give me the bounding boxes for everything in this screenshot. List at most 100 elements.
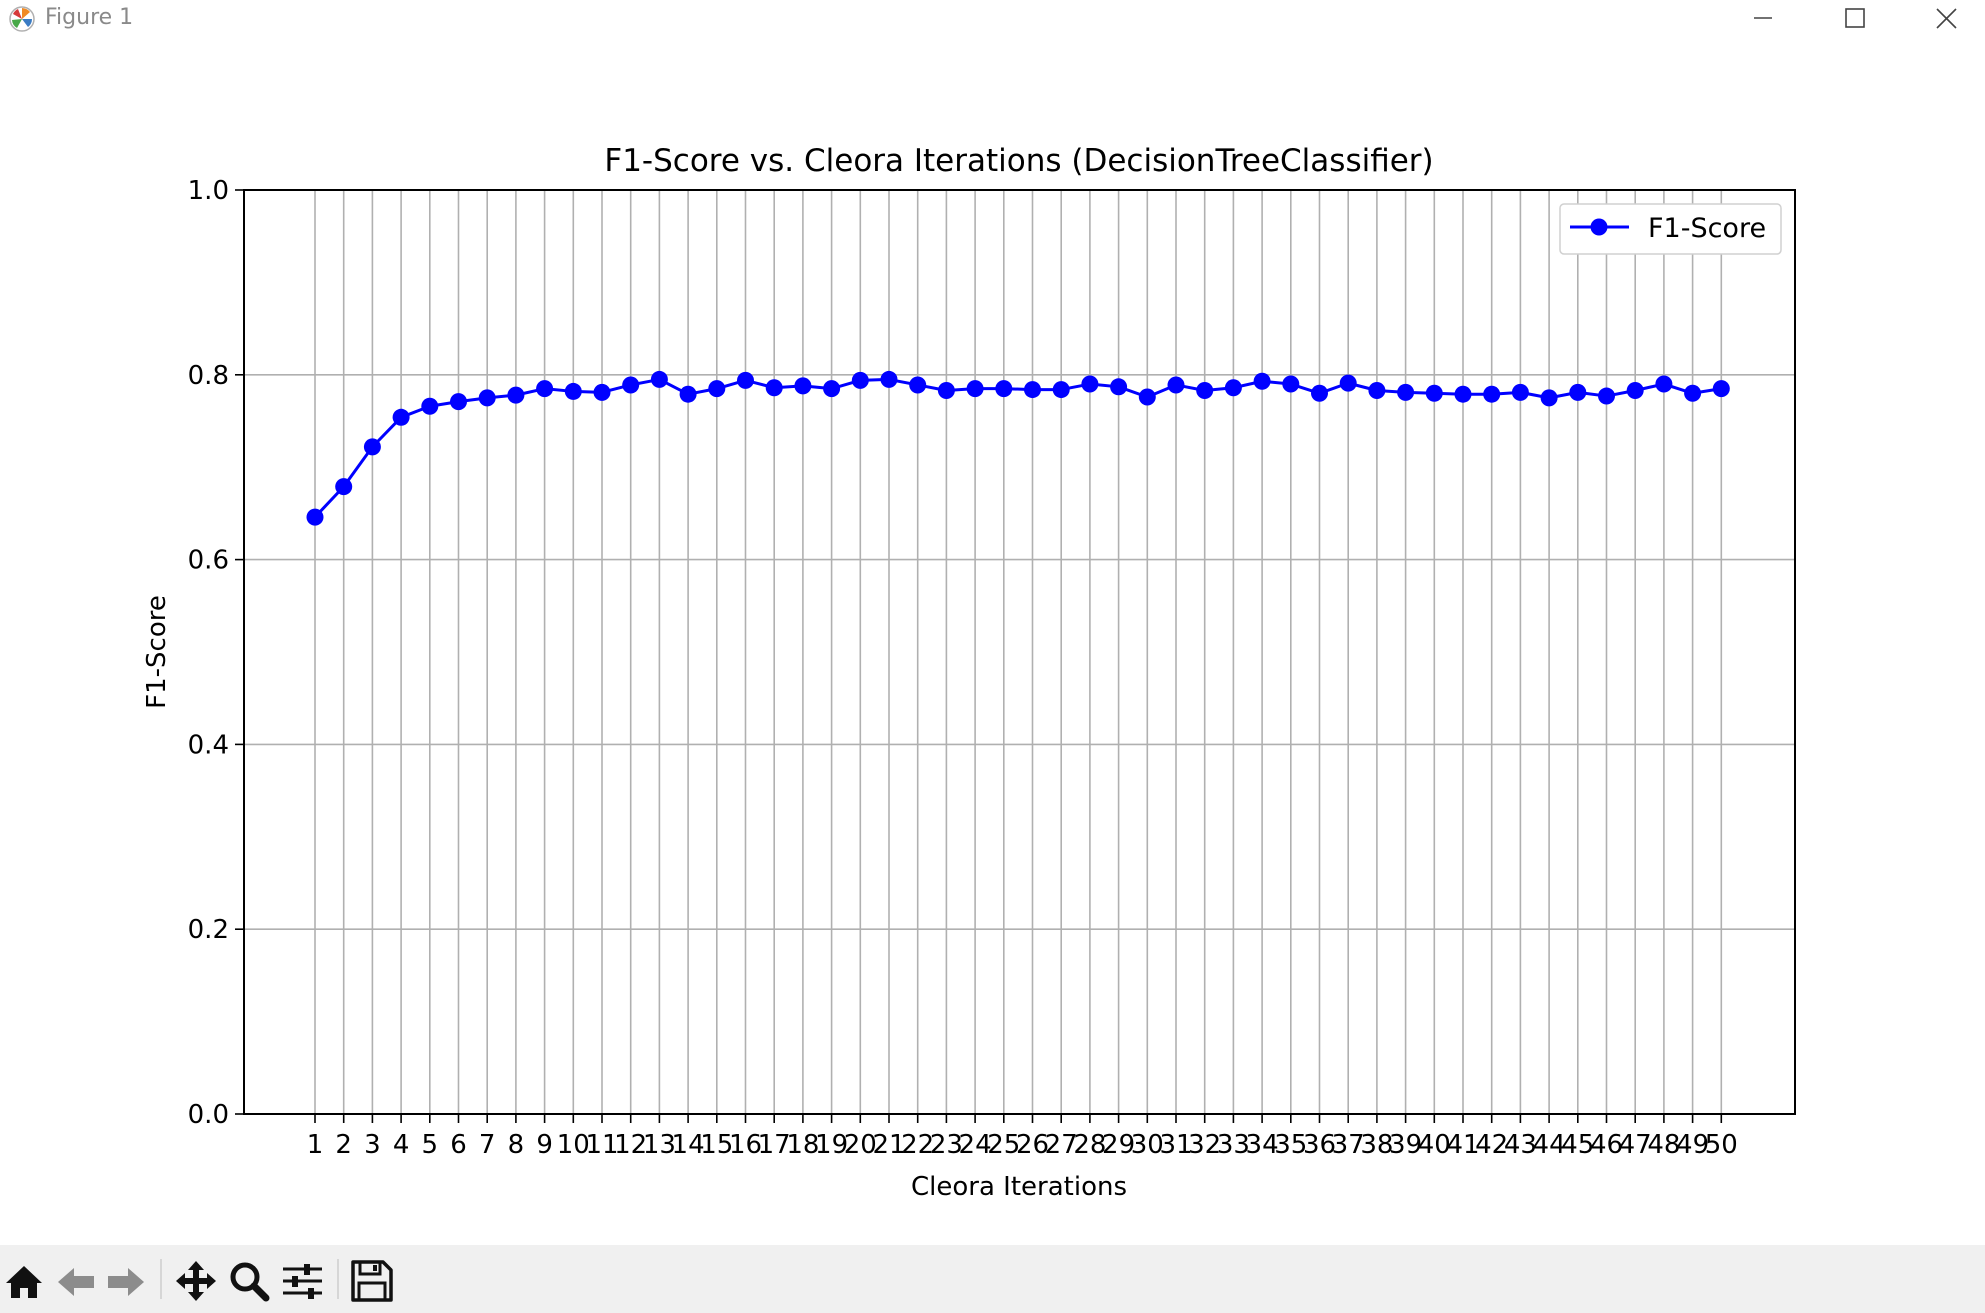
save-button[interactable]: [349, 1259, 395, 1303]
axes-frame: [243, 189, 1796, 1115]
x-tick-label: 2: [335, 1130, 352, 1160]
legend-point-marker: [1590, 218, 1608, 236]
x-tick-label: 34: [1246, 1130, 1279, 1160]
data-point: [1024, 381, 1041, 399]
x-tick-label: 8: [508, 1130, 525, 1160]
x-tick-label: 7: [479, 1130, 496, 1160]
data-point: [363, 438, 381, 456]
data-point: [765, 379, 783, 397]
data-point: [306, 508, 324, 526]
home-button[interactable]: [2, 1259, 48, 1303]
data-point: [1224, 379, 1242, 397]
data-point: [564, 382, 582, 400]
data-point: [966, 380, 984, 398]
x-tick-label: 22: [901, 1130, 934, 1160]
x-tick-label: 33: [1217, 1130, 1250, 1160]
data-point: [1311, 384, 1328, 402]
data-point: [1684, 384, 1702, 402]
x-axis-label: Cleora Iterations: [911, 1172, 1127, 1202]
x-tick-label: 42: [1475, 1130, 1508, 1160]
data-point: [880, 370, 898, 388]
y-axis-label: F1-Score: [142, 595, 172, 709]
x-tick-label: 45: [1561, 1130, 1594, 1160]
data-point: [1167, 376, 1185, 394]
data-point: [1282, 375, 1300, 393]
grid-lines: [244, 190, 1795, 1114]
maximize-icon: [1845, 8, 1865, 28]
y-tick-label: 0.6: [188, 546, 229, 576]
data-point: [1397, 383, 1415, 401]
x-tick-label: 47: [1619, 1130, 1652, 1160]
data-point: [1655, 375, 1673, 393]
x-tick-label: 9: [536, 1130, 553, 1160]
arrow-left-icon: [58, 1268, 94, 1296]
data-point: [1454, 385, 1472, 403]
x-axis: 1 2 3 4 5 6 7 8 9 1011121314151617181920212223242…: [307, 1114, 1738, 1160]
x-tick-label: 19: [815, 1130, 848, 1160]
x-tick-label: 17: [758, 1130, 791, 1160]
maximize-button[interactable]: [1820, 0, 1890, 38]
data-point: [1598, 387, 1615, 405]
pan-button[interactable]: [173, 1259, 219, 1303]
minimize-icon: [1754, 17, 1772, 19]
data-point: [1540, 389, 1558, 407]
x-tick-label: 39: [1389, 1130, 1422, 1160]
data-point: [421, 397, 439, 415]
y-tick-label: 0.4: [188, 730, 229, 760]
y-axis: 0.0 0.2 0.4 0.6 0.8 1.0: [188, 176, 244, 1130]
back-button[interactable]: [54, 1259, 100, 1303]
figure-canvas[interactable]: F1-Score vs. Cleora Iterations (Decision…: [0, 38, 1985, 1245]
data-point: [536, 380, 554, 398]
x-tick-label: 26: [1016, 1130, 1049, 1160]
data-point: [1569, 383, 1587, 401]
x-tick-label: 3: [364, 1130, 381, 1160]
data-point: [1110, 378, 1128, 396]
chart-title: F1-Score vs. Cleora Iterations (Decision…: [604, 143, 1433, 179]
x-tick-label: 1: [307, 1130, 324, 1160]
minimize-button[interactable]: [1729, 0, 1799, 38]
x-tick-label: 29: [1102, 1130, 1135, 1160]
x-tick-label: 48: [1647, 1130, 1680, 1160]
y-tick-label: 0.2: [188, 915, 229, 945]
x-tick-label: 44: [1533, 1130, 1566, 1160]
save-icon: [351, 1260, 393, 1302]
x-tick-label: 24: [959, 1130, 992, 1160]
data-point: [909, 376, 927, 394]
data-point: [1138, 388, 1156, 406]
x-tick-label: 50: [1705, 1130, 1738, 1160]
data-point: [650, 370, 668, 388]
data-point: [708, 380, 726, 398]
x-tick-label: 49: [1676, 1130, 1709, 1160]
x-tick-label: 20: [844, 1130, 877, 1160]
x-tick-label: 21: [872, 1130, 905, 1160]
forward-button[interactable]: [102, 1259, 148, 1303]
x-tick-label: 12: [614, 1130, 647, 1160]
x-tick-label: 38: [1360, 1130, 1393, 1160]
window-titlebar: Figure 1: [0, 0, 1985, 38]
data-point: [593, 383, 611, 401]
zoom-button[interactable]: [226, 1259, 272, 1303]
x-tick-label: 6: [450, 1130, 467, 1160]
x-tick-label: 41: [1446, 1130, 1479, 1160]
x-tick-label: 13: [643, 1130, 676, 1160]
navigation-toolbar: [0, 1245, 1985, 1313]
data-point: [679, 385, 697, 403]
configure-subplots-button[interactable]: [280, 1259, 326, 1303]
data-point: [507, 386, 525, 404]
close-icon: [1936, 8, 1957, 29]
close-button[interactable]: [1912, 0, 1982, 38]
data-point: [937, 382, 955, 400]
legend-box: [1559, 203, 1782, 255]
y-tick-label: 0.8: [188, 361, 229, 391]
x-tick-label: 30: [1131, 1130, 1164, 1160]
data-point: [335, 478, 353, 496]
x-tick-label: 40: [1418, 1130, 1451, 1160]
x-tick-label: 15: [700, 1130, 733, 1160]
data-point: [392, 408, 410, 426]
x-tick-label: 18: [786, 1130, 819, 1160]
x-tick-label: 35: [1274, 1130, 1307, 1160]
x-tick-label: 11: [585, 1130, 618, 1160]
x-tick-label: 5: [422, 1130, 439, 1160]
data-point: [1196, 382, 1214, 400]
x-tick-label: 27: [1045, 1130, 1078, 1160]
